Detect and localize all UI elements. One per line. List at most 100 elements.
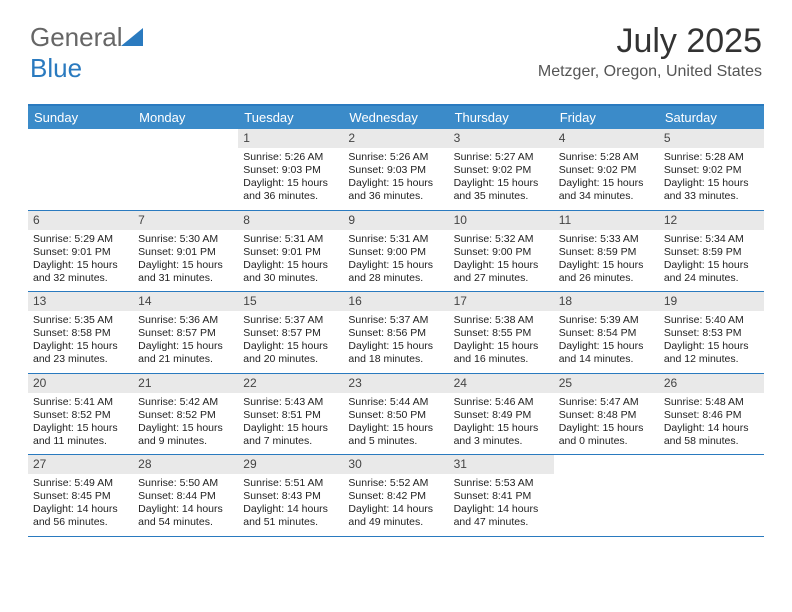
daylight-text: Daylight: 15 hours and 26 minutes.	[559, 259, 654, 285]
cell-body: Sunrise: 5:46 AMSunset: 8:49 PMDaylight:…	[449, 393, 554, 455]
cell-body: Sunrise: 5:48 AMSunset: 8:46 PMDaylight:…	[659, 393, 764, 455]
sunset-text: Sunset: 8:59 PM	[664, 246, 759, 259]
daylight-text: Daylight: 15 hours and 30 minutes.	[243, 259, 338, 285]
cell-body: Sunrise: 5:37 AMSunset: 8:56 PMDaylight:…	[343, 311, 448, 373]
daylight-text: Daylight: 15 hours and 5 minutes.	[348, 422, 443, 448]
sunrise-text: Sunrise: 5:28 AM	[664, 151, 759, 164]
daylight-text: Daylight: 15 hours and 27 minutes.	[454, 259, 549, 285]
cell-body: Sunrise: 5:26 AMSunset: 9:03 PMDaylight:…	[343, 148, 448, 210]
cell-body: Sunrise: 5:30 AMSunset: 9:01 PMDaylight:…	[133, 230, 238, 292]
daylight-text: Daylight: 15 hours and 23 minutes.	[33, 340, 128, 366]
daylight-text: Daylight: 15 hours and 18 minutes.	[348, 340, 443, 366]
daylight-text: Daylight: 15 hours and 20 minutes.	[243, 340, 338, 366]
day-number: 10	[449, 211, 554, 230]
cell-body: Sunrise: 5:42 AMSunset: 8:52 PMDaylight:…	[133, 393, 238, 455]
calendar-cell: 7Sunrise: 5:30 AMSunset: 9:01 PMDaylight…	[133, 211, 238, 292]
calendar-cell: 26Sunrise: 5:48 AMSunset: 8:46 PMDayligh…	[659, 374, 764, 455]
sunrise-text: Sunrise: 5:41 AM	[33, 396, 128, 409]
calendar-week-row: 13Sunrise: 5:35 AMSunset: 8:58 PMDayligh…	[28, 292, 764, 374]
day-number: 23	[343, 374, 448, 393]
calendar-cell: .	[28, 129, 133, 210]
calendar-cell: .	[659, 455, 764, 536]
day-number: 17	[449, 292, 554, 311]
sunrise-text: Sunrise: 5:36 AM	[138, 314, 233, 327]
calendar-cell: 29Sunrise: 5:51 AMSunset: 8:43 PMDayligh…	[238, 455, 343, 536]
cell-body: Sunrise: 5:32 AMSunset: 9:00 PMDaylight:…	[449, 230, 554, 292]
cell-body: Sunrise: 5:27 AMSunset: 9:02 PMDaylight:…	[449, 148, 554, 210]
sunset-text: Sunset: 8:50 PM	[348, 409, 443, 422]
day-header: Wednesday	[343, 106, 448, 129]
brand-part1: General	[30, 22, 123, 52]
calendar-week-row: 6Sunrise: 5:29 AMSunset: 9:01 PMDaylight…	[28, 211, 764, 293]
day-number: 24	[449, 374, 554, 393]
day-header: Friday	[554, 106, 659, 129]
cell-body: Sunrise: 5:43 AMSunset: 8:51 PMDaylight:…	[238, 393, 343, 455]
calendar-cell: 8Sunrise: 5:31 AMSunset: 9:01 PMDaylight…	[238, 211, 343, 292]
cell-body: Sunrise: 5:39 AMSunset: 8:54 PMDaylight:…	[554, 311, 659, 373]
location-subtitle: Metzger, Oregon, United States	[538, 63, 762, 81]
day-number: 14	[133, 292, 238, 311]
sunrise-text: Sunrise: 5:37 AM	[243, 314, 338, 327]
calendar-week-row: 27Sunrise: 5:49 AMSunset: 8:45 PMDayligh…	[28, 455, 764, 537]
daylight-text: Daylight: 15 hours and 36 minutes.	[243, 177, 338, 203]
cell-body: Sunrise: 5:28 AMSunset: 9:02 PMDaylight:…	[659, 148, 764, 210]
calendar-cell: 28Sunrise: 5:50 AMSunset: 8:44 PMDayligh…	[133, 455, 238, 536]
calendar-cell: 17Sunrise: 5:38 AMSunset: 8:55 PMDayligh…	[449, 292, 554, 373]
sunrise-text: Sunrise: 5:28 AM	[559, 151, 654, 164]
sunset-text: Sunset: 8:52 PM	[138, 409, 233, 422]
sunrise-text: Sunrise: 5:29 AM	[33, 233, 128, 246]
cell-body: Sunrise: 5:35 AMSunset: 8:58 PMDaylight:…	[28, 311, 133, 373]
sunset-text: Sunset: 8:46 PM	[664, 409, 759, 422]
sunrise-text: Sunrise: 5:47 AM	[559, 396, 654, 409]
calendar-cell: 18Sunrise: 5:39 AMSunset: 8:54 PMDayligh…	[554, 292, 659, 373]
daylight-text: Daylight: 14 hours and 51 minutes.	[243, 503, 338, 529]
cell-body: Sunrise: 5:44 AMSunset: 8:50 PMDaylight:…	[343, 393, 448, 455]
calendar-cell: 15Sunrise: 5:37 AMSunset: 8:57 PMDayligh…	[238, 292, 343, 373]
sunrise-text: Sunrise: 5:30 AM	[138, 233, 233, 246]
cell-body: Sunrise: 5:52 AMSunset: 8:42 PMDaylight:…	[343, 474, 448, 536]
daylight-text: Daylight: 14 hours and 47 minutes.	[454, 503, 549, 529]
sunrise-text: Sunrise: 5:42 AM	[138, 396, 233, 409]
daylight-text: Daylight: 15 hours and 7 minutes.	[243, 422, 338, 448]
day-number: 6	[28, 211, 133, 230]
sunset-text: Sunset: 8:57 PM	[138, 327, 233, 340]
sunset-text: Sunset: 8:58 PM	[33, 327, 128, 340]
sunrise-text: Sunrise: 5:33 AM	[559, 233, 654, 246]
cell-body: Sunrise: 5:36 AMSunset: 8:57 PMDaylight:…	[133, 311, 238, 373]
day-number: 2	[343, 129, 448, 148]
calendar-cell: 21Sunrise: 5:42 AMSunset: 8:52 PMDayligh…	[133, 374, 238, 455]
daylight-text: Daylight: 14 hours and 56 minutes.	[33, 503, 128, 529]
sunset-text: Sunset: 8:45 PM	[33, 490, 128, 503]
day-number: 22	[238, 374, 343, 393]
calendar-cell: 22Sunrise: 5:43 AMSunset: 8:51 PMDayligh…	[238, 374, 343, 455]
day-number: 4	[554, 129, 659, 148]
cell-body: Sunrise: 5:28 AMSunset: 9:02 PMDaylight:…	[554, 148, 659, 210]
sunrise-text: Sunrise: 5:51 AM	[243, 477, 338, 490]
sunset-text: Sunset: 8:42 PM	[348, 490, 443, 503]
calendar-grid: Sunday Monday Tuesday Wednesday Thursday…	[28, 104, 764, 537]
sunrise-text: Sunrise: 5:48 AM	[664, 396, 759, 409]
daylight-text: Daylight: 15 hours and 28 minutes.	[348, 259, 443, 285]
cell-body: Sunrise: 5:51 AMSunset: 8:43 PMDaylight:…	[238, 474, 343, 536]
daylight-text: Daylight: 15 hours and 36 minutes.	[348, 177, 443, 203]
brand-part2: Blue	[30, 53, 82, 83]
daylight-text: Daylight: 14 hours and 49 minutes.	[348, 503, 443, 529]
sunrise-text: Sunrise: 5:39 AM	[559, 314, 654, 327]
sunrise-text: Sunrise: 5:50 AM	[138, 477, 233, 490]
calendar-cell: 31Sunrise: 5:53 AMSunset: 8:41 PMDayligh…	[449, 455, 554, 536]
calendar-cell: 23Sunrise: 5:44 AMSunset: 8:50 PMDayligh…	[343, 374, 448, 455]
day-number: 3	[449, 129, 554, 148]
sunrise-text: Sunrise: 5:34 AM	[664, 233, 759, 246]
sunset-text: Sunset: 8:57 PM	[243, 327, 338, 340]
calendar-cell: 10Sunrise: 5:32 AMSunset: 9:00 PMDayligh…	[449, 211, 554, 292]
sunrise-text: Sunrise: 5:46 AM	[454, 396, 549, 409]
calendar-cell: 20Sunrise: 5:41 AMSunset: 8:52 PMDayligh…	[28, 374, 133, 455]
sunrise-text: Sunrise: 5:31 AM	[348, 233, 443, 246]
sunset-text: Sunset: 8:54 PM	[559, 327, 654, 340]
daylight-text: Daylight: 15 hours and 32 minutes.	[33, 259, 128, 285]
day-number: 27	[28, 455, 133, 474]
calendar-cell: 1Sunrise: 5:26 AMSunset: 9:03 PMDaylight…	[238, 129, 343, 210]
cell-body: Sunrise: 5:26 AMSunset: 9:03 PMDaylight:…	[238, 148, 343, 210]
cell-body: Sunrise: 5:29 AMSunset: 9:01 PMDaylight:…	[28, 230, 133, 292]
cell-body: Sunrise: 5:31 AMSunset: 9:00 PMDaylight:…	[343, 230, 448, 292]
